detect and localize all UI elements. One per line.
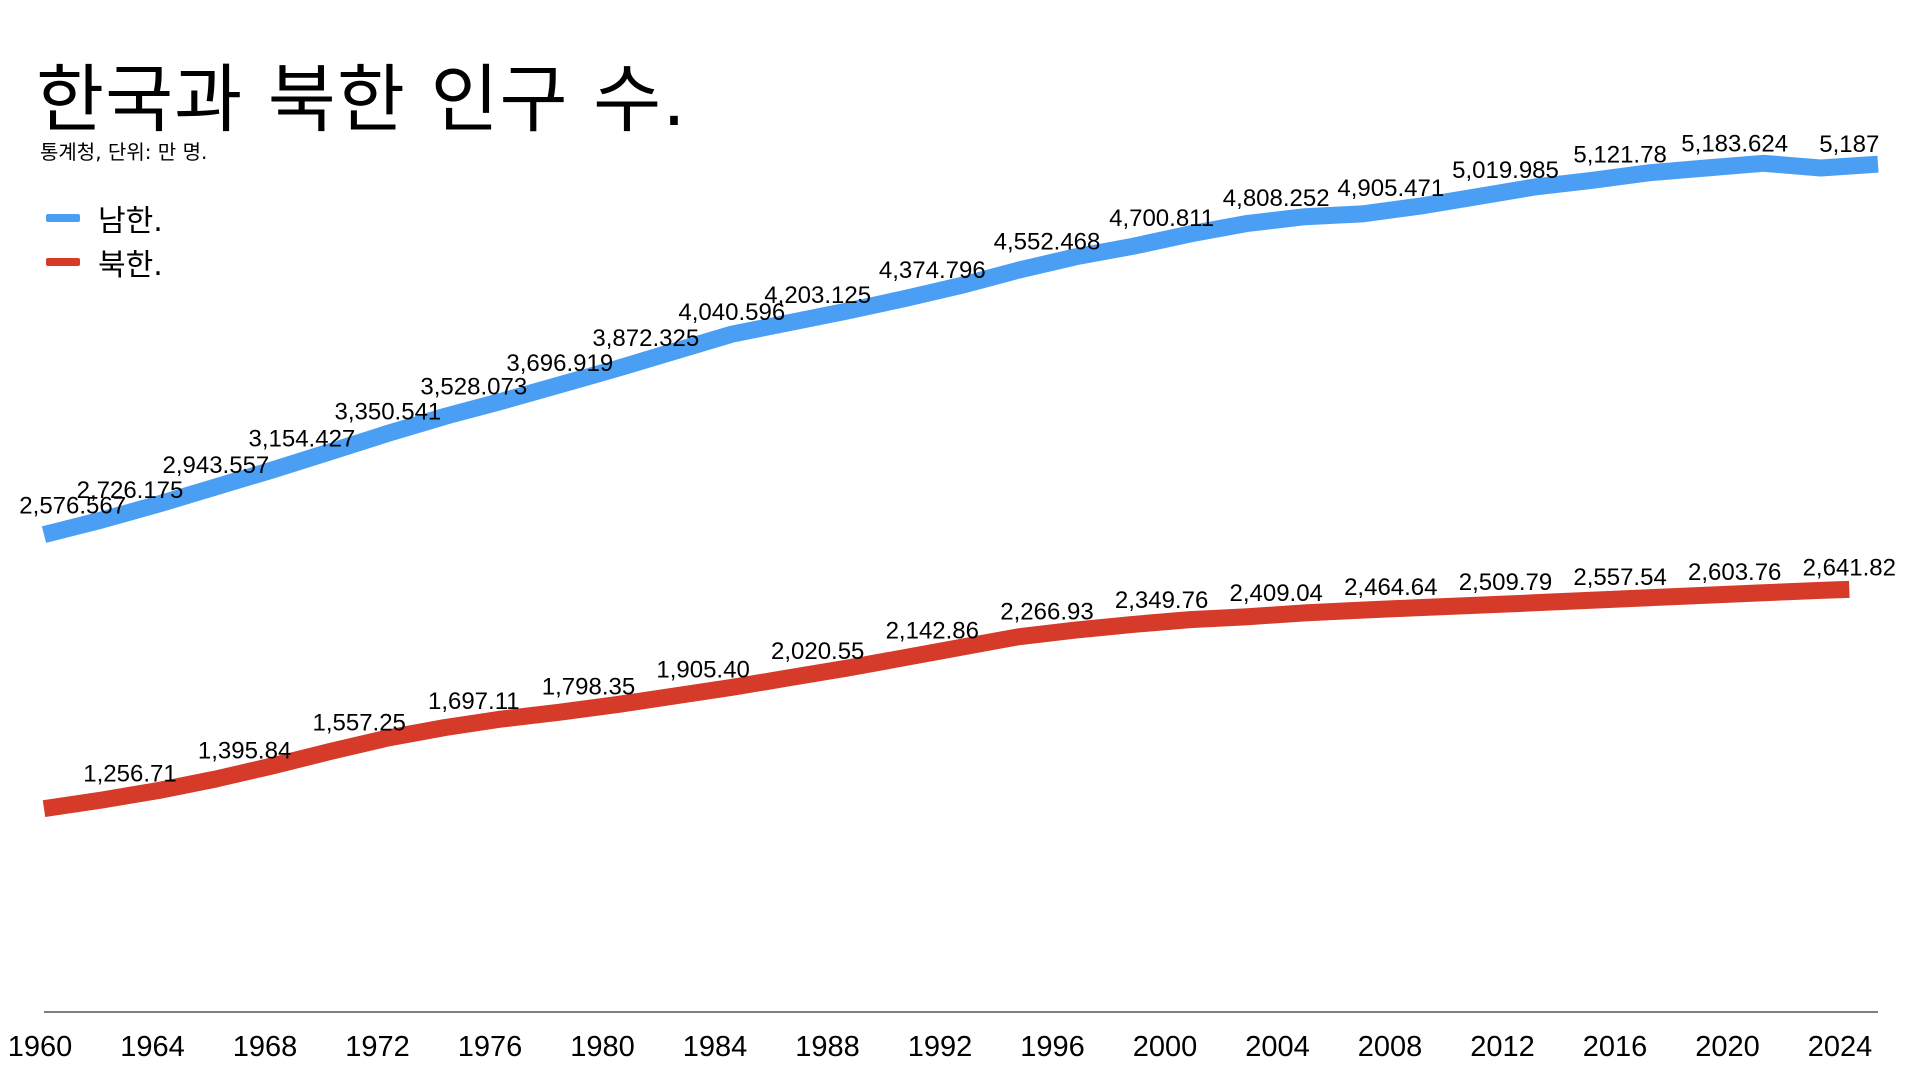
data-label-north: 1,256.71	[83, 760, 176, 787]
legend-item-south: 남한.	[46, 196, 163, 240]
x-tick-label: 2000	[1133, 1031, 1198, 1063]
data-label-south: 4,700.811	[1109, 205, 1214, 232]
data-label-south: 4,040.596	[678, 299, 785, 326]
data-label-south: 3,350.541	[335, 398, 442, 425]
data-label-south: 4,374.796	[879, 257, 986, 284]
x-tick-label: 2004	[1245, 1031, 1310, 1063]
x-tick-label: 1988	[795, 1031, 860, 1063]
data-label-north: 2,020.55	[771, 638, 864, 665]
x-tick-label: 2016	[1583, 1031, 1648, 1063]
legend-item-north: 북한.	[46, 240, 163, 284]
data-label-south: 3,154.427	[249, 426, 356, 453]
data-label-south: 3,872.325	[592, 325, 699, 352]
legend-swatch-south	[46, 214, 80, 222]
legend-swatch-north	[46, 258, 80, 266]
data-label-south: 4,808.252	[1223, 185, 1330, 212]
data-label-north: 1,395.84	[198, 737, 291, 764]
data-label-south: 3,528.073	[420, 374, 527, 401]
x-tick-label: 1964	[120, 1031, 185, 1063]
data-label-north: 2,509.79	[1459, 569, 1552, 596]
data-label-south: 2,726.175	[77, 477, 184, 504]
x-tick-label: 1968	[233, 1031, 298, 1063]
data-label-north: 2,641.82	[1803, 554, 1896, 581]
x-tick-label: 1976	[458, 1031, 523, 1063]
data-label-north: 2,349.76	[1115, 587, 1208, 614]
x-tick-label: 1996	[1020, 1031, 1085, 1063]
data-label-north: 2,603.76	[1688, 559, 1781, 586]
data-label-south: 3,696.919	[506, 350, 613, 377]
x-tick-label: 1992	[908, 1031, 973, 1063]
data-label-north: 2,464.64	[1344, 574, 1437, 601]
x-tick-label: 2024	[1808, 1031, 1873, 1063]
x-tick-label: 2008	[1358, 1031, 1423, 1063]
data-label-north: 2,557.54	[1573, 564, 1666, 591]
data-label-south: 4,552.468	[994, 229, 1101, 256]
data-label-north: 2,409.04	[1229, 580, 1322, 607]
x-tick-label: 1972	[345, 1031, 410, 1063]
data-label-south: 4,905.471	[1337, 175, 1444, 202]
data-label-south: 2,943.557	[163, 452, 270, 479]
legend-label-south: 남한.	[98, 204, 163, 239]
data-label-north: 2,142.86	[886, 618, 979, 645]
x-tick-label: 2012	[1470, 1031, 1535, 1063]
series-line-south	[41, 154, 1879, 543]
data-label-north: 1,798.35	[542, 673, 635, 700]
data-label-north: 1,905.40	[656, 657, 749, 684]
data-label-south: 5,121.78	[1573, 142, 1666, 169]
x-tick-label: 1960	[8, 1031, 73, 1063]
series-layer	[41, 154, 1879, 818]
data-label-south: 5,187	[1819, 131, 1879, 158]
x-tick-label: 1984	[683, 1031, 748, 1063]
legend-label-north: 북한.	[98, 248, 163, 283]
data-labels: 2,576.5672,726.1752,943.5573,154.4273,35…	[19, 131, 1896, 788]
data-label-south: 5,183.624	[1681, 131, 1788, 158]
data-label-north: 1,557.25	[312, 710, 405, 737]
x-axis-ticks: 1960 1964 1968 1972 1976 1980 1984 1988 1992 1996…	[8, 1031, 1873, 1063]
x-tick-label: 2020	[1695, 1031, 1760, 1063]
legend: 남한. 북한.	[46, 196, 163, 284]
series-line-north	[42, 580, 1850, 818]
data-label-north: 1,697.11	[428, 688, 520, 715]
data-label-south: 2,576.567	[19, 492, 126, 519]
chart-title: 한국과 북한 인구 수.	[36, 57, 687, 143]
data-label-north: 2,266.93	[1000, 599, 1093, 626]
data-label-south: 5,019.985	[1452, 157, 1559, 184]
data-label-south: 4,203.125	[764, 282, 871, 309]
x-tick-label: 1980	[570, 1031, 635, 1063]
chart-subtitle: 통계청, 단위: 만 명.	[40, 140, 208, 164]
